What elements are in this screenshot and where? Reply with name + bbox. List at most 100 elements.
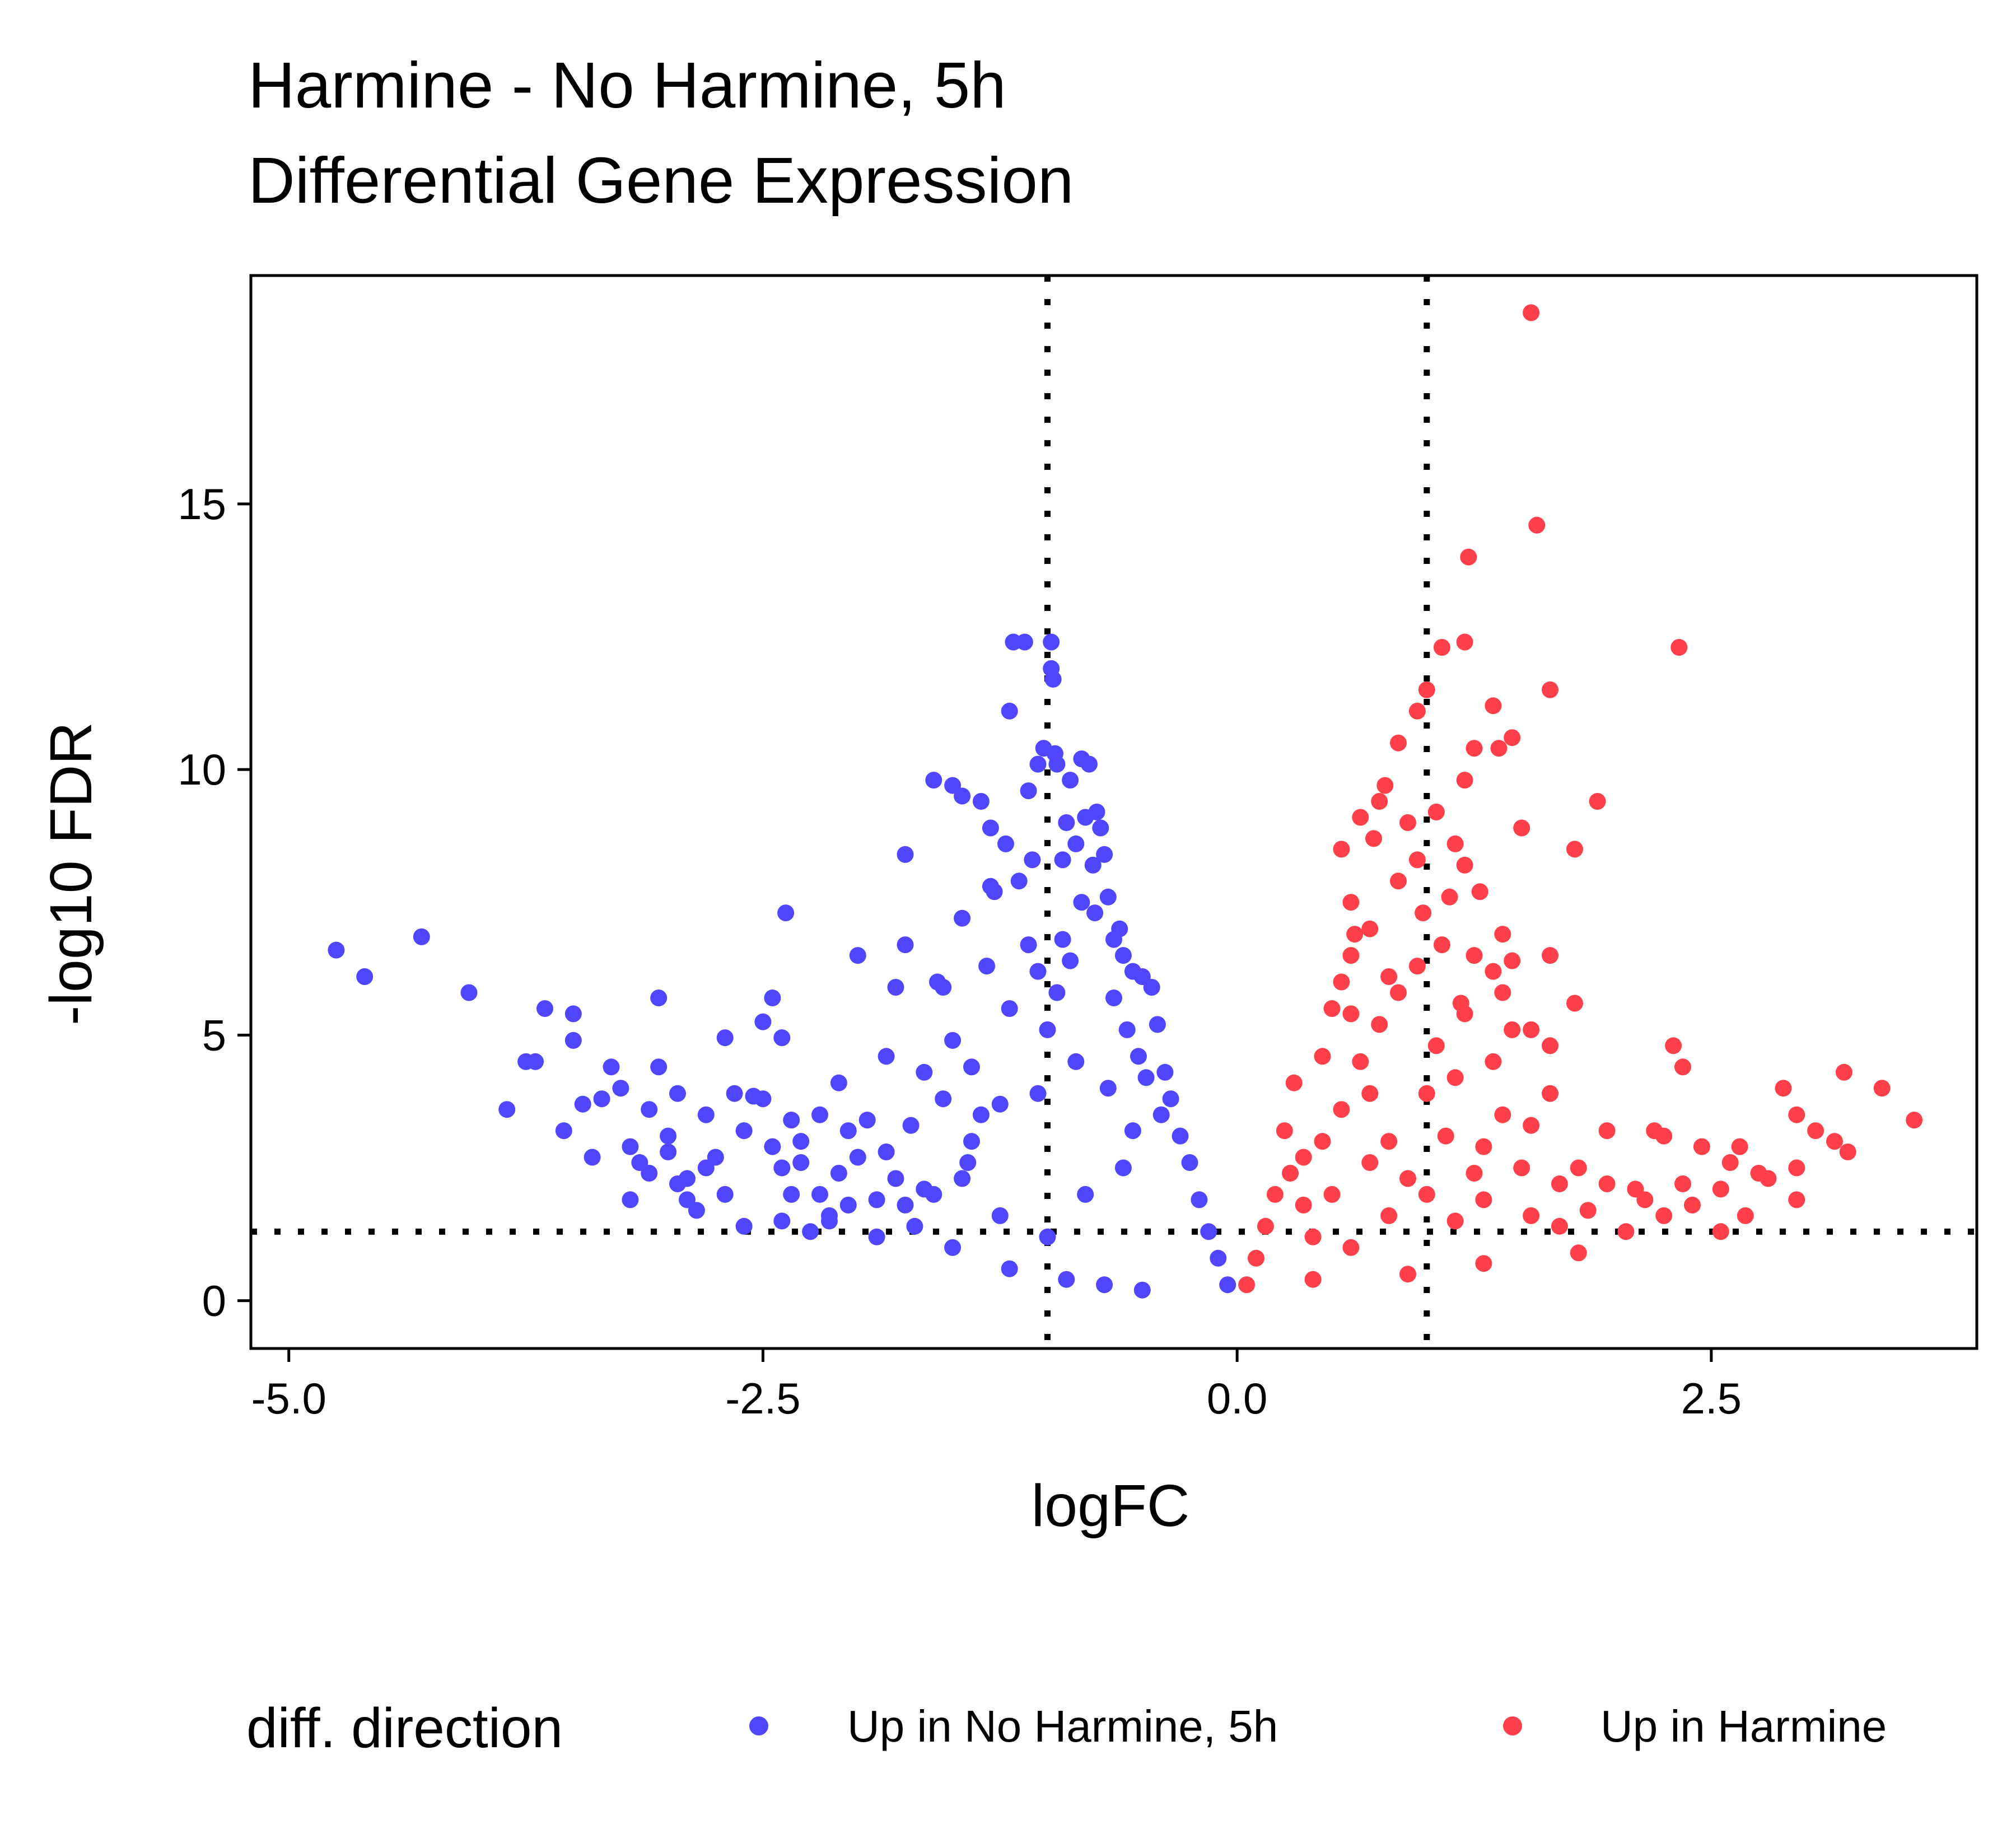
data-point [1589, 793, 1606, 810]
data-point [902, 1117, 920, 1134]
data-point [897, 936, 914, 954]
data-point [1380, 968, 1398, 985]
data-point [1788, 1159, 1805, 1177]
data-point [982, 878, 999, 895]
data-point [1523, 304, 1540, 321]
data-point [811, 1106, 828, 1123]
data-point [1029, 963, 1047, 980]
data-point [1494, 926, 1511, 943]
data-point [1029, 1085, 1047, 1102]
data-point [1437, 1127, 1454, 1145]
data-point [878, 1048, 895, 1065]
data-point [1124, 1122, 1141, 1140]
data-point [1039, 1228, 1056, 1245]
data-point [1466, 947, 1483, 964]
data-point [584, 1149, 601, 1166]
data-point [754, 1090, 772, 1108]
data-point [1674, 1058, 1691, 1076]
data-point [1446, 835, 1464, 852]
data-point [1257, 1217, 1274, 1235]
data-point [773, 1029, 791, 1047]
data-point [1352, 1053, 1369, 1070]
data-point [1304, 1228, 1322, 1245]
data-point [1001, 1000, 1018, 1017]
data-point [887, 1170, 904, 1187]
data-point [1295, 1149, 1312, 1166]
data-point [1361, 1085, 1379, 1102]
data-point [1542, 1085, 1558, 1102]
data-point [1471, 883, 1488, 900]
data-point [1210, 1249, 1227, 1267]
plot-panel [249, 274, 1978, 1350]
x-tick-label: -2.5 [725, 1374, 800, 1423]
data-point [1043, 633, 1060, 651]
data-point [1058, 814, 1075, 831]
data-point [944, 1032, 962, 1049]
data-point [954, 1170, 971, 1187]
data-point [1137, 1069, 1155, 1086]
legend-swatch-no-harmine [749, 1716, 768, 1735]
data-point [830, 1165, 847, 1182]
data-point [792, 1133, 810, 1150]
y-tick-label: 10 [178, 745, 226, 794]
chart-title-line-1: Harmine - No Harmine, 5h [248, 49, 1006, 122]
data-point [622, 1191, 639, 1208]
legend-label-no-harmine: Up in No Harmine, 5h [847, 1701, 1278, 1751]
y-axis: 0 5 10 15 [178, 479, 251, 1326]
data-point [1149, 1016, 1166, 1033]
data-point [612, 1080, 629, 1097]
data-point [1731, 1138, 1748, 1155]
data-point [1323, 1000, 1341, 1017]
legend-swatch-harmine [1503, 1716, 1522, 1735]
data-point [1314, 1133, 1331, 1150]
data-point [916, 1063, 933, 1081]
legend: diff. direction Up in No Harmine, 5h Up … [246, 1697, 1887, 1760]
data-point [1760, 1170, 1777, 1187]
data-point [1054, 851, 1071, 869]
data-point [1352, 809, 1369, 826]
data-point [1490, 740, 1508, 757]
data-point [679, 1170, 696, 1187]
data-point [1408, 851, 1426, 869]
data-point [773, 1212, 791, 1230]
data-point [1044, 670, 1062, 688]
data-point [1684, 1196, 1701, 1214]
x-tick-label: -5.0 [251, 1374, 326, 1423]
data-point [1062, 772, 1079, 789]
data-point [1466, 740, 1483, 757]
data-point [897, 846, 914, 863]
data-point [1238, 1276, 1256, 1294]
data-point [1906, 1112, 1923, 1129]
data-point [1001, 702, 1018, 720]
data-point [1020, 936, 1037, 954]
data-point [897, 1196, 914, 1214]
data-point [1105, 990, 1122, 1006]
data-point [1446, 1212, 1464, 1230]
data-point [669, 1085, 686, 1102]
y-axis-title: -log10 FDR [38, 722, 104, 1025]
data-point [641, 1165, 658, 1182]
legend-label-harmine: Up in Harmine [1600, 1701, 1887, 1751]
data-point [764, 1138, 781, 1155]
data-point [1427, 804, 1445, 820]
data-point [1399, 1170, 1416, 1187]
data-point [716, 1186, 734, 1203]
data-point [1712, 1180, 1729, 1198]
data-point [527, 1053, 544, 1070]
data-point [839, 1196, 857, 1214]
data-point [1460, 548, 1477, 566]
data-point [754, 1013, 772, 1030]
data-point [688, 1202, 705, 1219]
reference-lines [251, 276, 1977, 1348]
data-point [1371, 793, 1388, 810]
data-point [1099, 888, 1117, 906]
data-point [1067, 1053, 1085, 1070]
data-point [1693, 1138, 1710, 1155]
data-point [1775, 1080, 1792, 1097]
data-point [1485, 697, 1502, 715]
data-point [1342, 947, 1360, 964]
data-point [498, 1101, 516, 1118]
data-point [1073, 894, 1090, 911]
data-point [1342, 894, 1360, 911]
